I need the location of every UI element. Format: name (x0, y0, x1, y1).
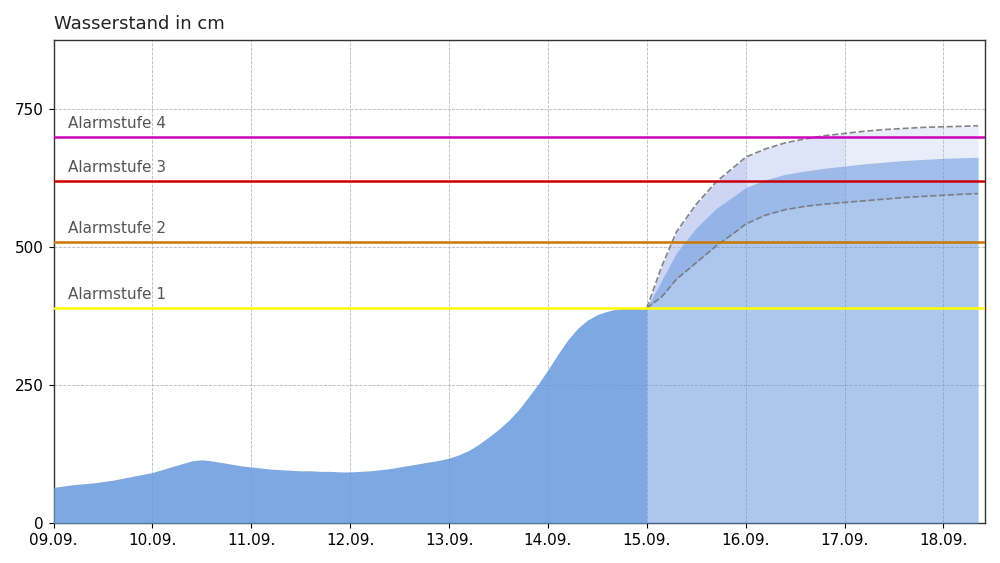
Text: Alarmstufe 3: Alarmstufe 3 (68, 160, 167, 176)
Text: Alarmstufe 1: Alarmstufe 1 (68, 287, 166, 302)
Text: Alarmstufe 4: Alarmstufe 4 (68, 116, 166, 131)
Text: Alarmstufe 2: Alarmstufe 2 (68, 221, 166, 236)
Text: Wasserstand in cm: Wasserstand in cm (54, 15, 224, 33)
